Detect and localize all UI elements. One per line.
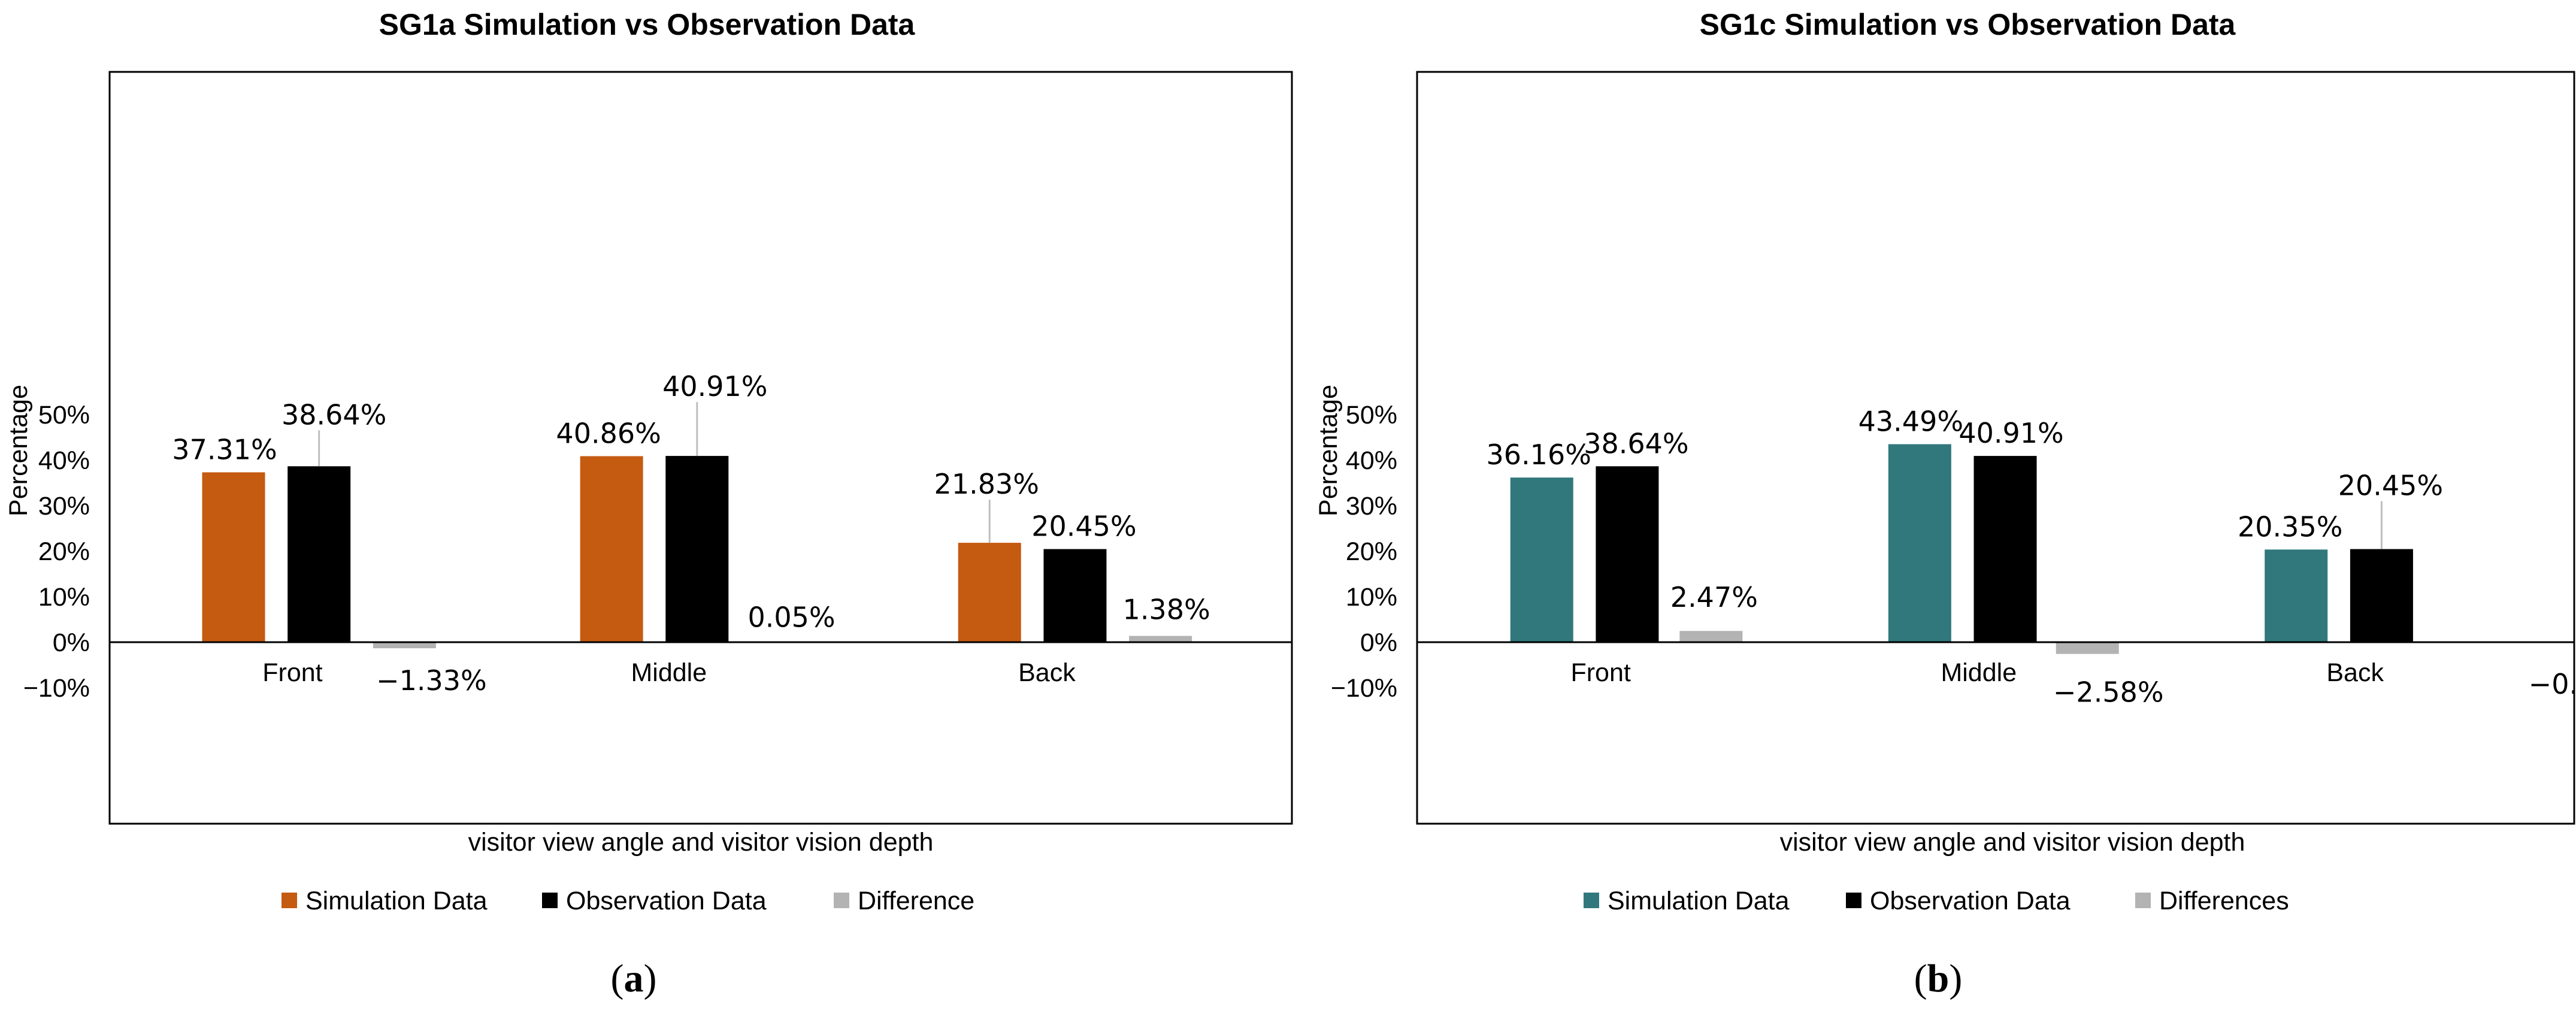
data-label: 0.05% [747, 601, 835, 634]
legend-label-differences: Differences [2159, 887, 2289, 915]
chart-a-caption: (a) [611, 957, 657, 1000]
legend-label-simulation: Simulation Data [305, 887, 488, 915]
category-label: Back [2326, 658, 2384, 687]
data-label: 40.86% [556, 417, 661, 449]
data-label: 20.45% [1031, 510, 1136, 543]
bar-simulation-data-middle [1888, 444, 1951, 642]
chart-b-ylabel: Percentage [1314, 385, 1343, 516]
data-label: 40.91% [662, 370, 767, 403]
y-tick-label: 30% [1346, 492, 1397, 521]
y-tick-label: 20% [38, 537, 90, 566]
chart-b-yticks: −10% 0% 10% 20% 30% 40% 50% [1331, 401, 1397, 703]
category-label: Middle [631, 658, 707, 687]
chart-a: SG1a Simulation vs Observation Data Perc… [4, 8, 1293, 1000]
bar-simulation-data-middle [580, 456, 643, 642]
data-label: 1.38% [1123, 594, 1210, 626]
bar-observation-data-back [1043, 549, 1107, 642]
legend-label-simulation: Simulation Data [1608, 887, 1790, 915]
legend-label-difference: Difference [858, 887, 974, 915]
data-label: 20.45% [2338, 470, 2443, 502]
data-label: −1.33% [376, 664, 487, 697]
y-tick-label: −10% [23, 674, 90, 703]
y-tick-label: 50% [1346, 401, 1397, 430]
chart-b-legend: Simulation Data Observation Data Differe… [1584, 887, 2289, 915]
chart-a-legend: Simulation Data Observation Data Differe… [281, 887, 974, 915]
bar-simulation-data-back [958, 543, 1021, 642]
chart-a-bars [202, 456, 1192, 649]
bar-simulation-data-back [2265, 549, 2328, 642]
chart-a-data-labels: 37.31%38.64% −1.33% 40.86%40.91% 0.05% 21.83… [172, 370, 1210, 697]
chart-a-category-labels: Front Middle Back [262, 658, 1076, 687]
data-label: 2.47% [1670, 581, 1758, 613]
category-label: Front [1570, 658, 1630, 687]
chart-a-ylabel: Percentage [4, 385, 33, 516]
category-label: Middle [1941, 658, 2017, 687]
data-label: 38.64% [281, 398, 386, 431]
chart-b-bars [1510, 444, 2497, 654]
y-tick-label: 50% [38, 401, 90, 430]
bar-observation-data-front [287, 466, 351, 642]
y-tick-label: 30% [38, 492, 90, 521]
data-label: 40.91% [1959, 417, 2063, 449]
y-tick-label: 0% [1360, 628, 1397, 657]
category-label: Back [1018, 658, 1076, 687]
chart-a-xlabel: visitor view angle and visitor vision de… [468, 828, 934, 857]
legend-label-observation: Observation Data [1870, 887, 2071, 915]
y-tick-label: 10% [1346, 583, 1397, 612]
bar-simulation-data-front [1510, 477, 1573, 642]
bar-observation-data-back [2350, 549, 2413, 642]
chart-b-title: SG1c Simulation vs Observation Data [1700, 8, 2236, 41]
chart-a-yticks: −10% 0% 10% 20% 30% 40% 50% [23, 401, 90, 703]
data-label: 38.64% [1584, 427, 1688, 459]
y-tick-label: 40% [38, 446, 90, 475]
data-label: 37.31% [172, 433, 277, 465]
legend-swatch-simulation [1584, 893, 1599, 908]
legend-swatch-difference [834, 893, 849, 908]
bar-observation-data-middle [665, 456, 729, 642]
chart-b-plot-area [1416, 71, 2575, 825]
chart-b-caption: (b) [1914, 957, 1963, 1000]
data-label: −0.11% [2529, 668, 2576, 700]
legend-swatch-observation [1846, 893, 1861, 908]
chart-b-data-labels: 36.16%38.64% 2.47% 43.49%40.91% −2.58% 20.35… [1487, 405, 2576, 708]
chart-a-plot-area [108, 71, 1293, 825]
bar-observation-data-middle [1973, 456, 2037, 642]
bar-differences-middle [2056, 642, 2119, 654]
y-tick-label: 0% [53, 628, 90, 657]
bar-difference-back [1129, 636, 1192, 642]
data-label: 43.49% [1858, 405, 1963, 437]
data-label: 36.16% [1487, 439, 1591, 471]
bar-difference-front [373, 642, 436, 649]
y-tick-label: −10% [1331, 674, 1397, 703]
chart-b-xlabel: visitor view angle and visitor vision de… [1780, 828, 2245, 857]
data-label: −2.58% [2053, 676, 2164, 709]
chart-b: SG1c Simulation vs Observation Data Perc… [1314, 8, 2576, 1000]
legend-swatch-simulation [281, 893, 297, 908]
y-tick-label: 40% [1346, 446, 1397, 475]
chart-b-caption-letter: b [1927, 957, 1950, 1000]
bar-observation-data-front [1596, 466, 1659, 642]
data-label: 21.83% [934, 468, 1039, 500]
legend-swatch-observation [542, 893, 558, 908]
chart-b-category-labels: Front Middle Back [1570, 658, 2384, 687]
chart-a-title: SG1a Simulation vs Observation Data [379, 8, 916, 41]
bar-simulation-data-front [202, 472, 265, 642]
y-tick-label: 20% [1346, 537, 1397, 566]
y-tick-label: 10% [38, 583, 90, 612]
category-label: Front [262, 658, 322, 687]
legend-swatch-differences [2135, 893, 2151, 908]
data-label: 20.35% [2238, 510, 2342, 543]
chart-a-caption-letter: a [624, 957, 644, 1000]
bar-differences-front [1679, 631, 1743, 642]
legend-label-observation: Observation Data [566, 887, 767, 915]
